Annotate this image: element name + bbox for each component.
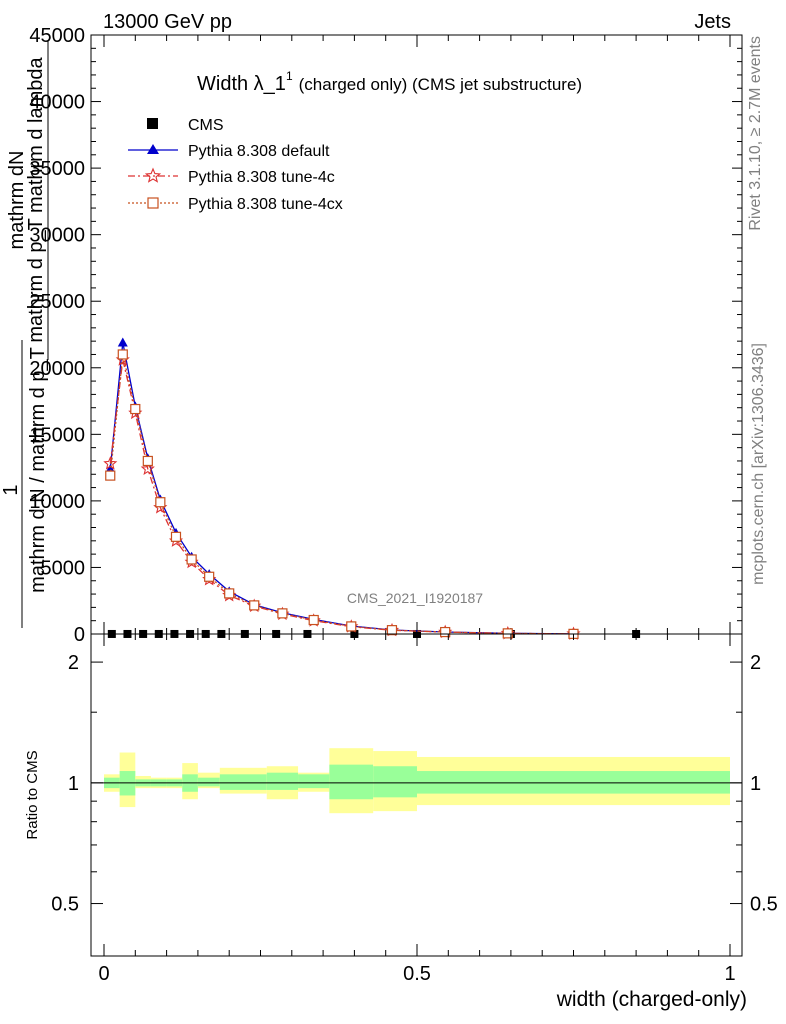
data-point: [155, 497, 166, 508]
ratio-panel: 0.5 0.51 12 2 0 0.5 1 Ratio to CMS width (cha…: [24, 633, 778, 1011]
legend-marker-4cx: [147, 197, 159, 209]
data-point: [103, 456, 118, 470]
process-label: Jets: [694, 11, 731, 33]
main-y-tick-label: 15000: [29, 424, 85, 446]
x-tick-label: 0: [98, 963, 109, 985]
data-point: [117, 349, 128, 360]
main-y-tick-label: 35000: [29, 158, 85, 180]
main-frame: [90, 34, 743, 635]
ratio-stat-band: [373, 766, 417, 798]
legend-label-cms: CMS: [188, 117, 224, 134]
plot-title-rest: (charged only) (CMS jet substructure): [299, 75, 582, 94]
plot-title-main: Width λ_1: [197, 73, 286, 95]
data-point: [204, 571, 215, 582]
ratio-stat-band: [197, 777, 220, 787]
data-point: [346, 621, 357, 632]
watermark: CMS_2021_I1920187: [347, 590, 483, 606]
ylabel-line-2: mathrm d p_T mathrm d lambda: [25, 56, 47, 342]
plot-title-sup: 1: [286, 69, 293, 83]
data-point: [117, 337, 128, 347]
ratio-bands: [104, 748, 730, 814]
energy-label: 13000 GeV pp: [103, 11, 232, 33]
legend-label-default: Pythia 8.308 default: [188, 143, 330, 160]
legend-marker-default: [147, 144, 159, 154]
ratio-y-tick-label: 1: [68, 773, 79, 795]
ratio-x-axis: 0 0.5 1: [98, 634, 736, 985]
series-3: [105, 349, 579, 639]
data-point: [440, 626, 451, 638]
main-y-label: mathrm dN mathrm d p_T mathrm d lambda 1…: [0, 40, 49, 628]
legend-label-4cx: Pythia 8.308 tune-4cx: [188, 196, 343, 213]
data-point: [249, 600, 260, 611]
ratio-y-label: Ratio to CMS: [24, 750, 41, 839]
data-point: [170, 531, 182, 542]
ylabel-line-3: 1: [0, 484, 22, 495]
mcplots-label: mcplots.cern.ch [arXiv:1306.3436]: [750, 343, 767, 585]
main-y-tick-label: 45000: [29, 25, 85, 47]
data-point: [224, 588, 235, 599]
ylabel-line-1: mathrm dN: [6, 151, 28, 250]
main-panel: 0 5000 10000 15000 20000 25000 30000 35000 40000…: [0, 25, 743, 646]
series-line: [109, 354, 574, 635]
rivet-label: Rivet 3.1.10, ≥ 2.7M events: [747, 36, 764, 231]
ratio-y-tick-label-right: 1: [750, 773, 761, 795]
x-tick-label: 0.5: [403, 963, 431, 985]
x-tick-label: 1: [724, 963, 735, 985]
ratio-y-tick-label-right: 2: [750, 652, 761, 674]
data-point: [277, 608, 288, 619]
main-y-tick-label: 30000: [29, 225, 85, 247]
main-y-tick-label: 0: [74, 624, 85, 646]
data-point: [105, 470, 116, 481]
ratio-stat-band: [266, 772, 299, 790]
main-y-tick-label: 25000: [29, 291, 85, 313]
x-axis-label: width (charged-only): [556, 988, 747, 1011]
ratio-stat-band: [219, 774, 267, 790]
data-point: [308, 614, 319, 626]
main-y-tick-label: 10000: [29, 491, 85, 513]
data-point: [142, 455, 153, 467]
main-y-tick-label: 20000: [29, 358, 85, 380]
legend: CMS Pythia 8.308 default Pythia 8.308 tu…: [128, 117, 343, 213]
ratio-stat-band: [329, 764, 374, 800]
main-y-axis: 0 5000 10000 15000 20000 25000 30000 35000 40000…: [29, 25, 742, 646]
ratio-y-axis: 0.5 0.5 1 1 2 2: [51, 652, 778, 915]
legend-label-4c: Pythia 8.308 tune-4c: [188, 169, 335, 186]
ylabel-line-4: mathrm d N / mathrm d p_T: [27, 347, 49, 593]
data-point: [130, 403, 141, 415]
legend-marker-4c: [144, 167, 162, 183]
data-point: [502, 628, 513, 639]
ratio-y-tick-label: 0.5: [51, 894, 79, 916]
ratio-stat-band: [417, 771, 730, 794]
data-point: [386, 625, 398, 636]
ratio-y-tick-label: 2: [68, 652, 79, 674]
main-y-tick-label: 40000: [29, 92, 85, 114]
ratio-y-tick-label-right: 0.5: [750, 894, 778, 916]
ratio-stat-band: [298, 774, 330, 789]
legend-marker-cms: [147, 118, 158, 129]
data-point: [186, 554, 197, 565]
data-point: [140, 461, 155, 475]
main-y-tick-label: 5000: [41, 557, 86, 579]
plot-title: Width λ_11 (charged only) (CMS jet substr…: [197, 69, 582, 95]
